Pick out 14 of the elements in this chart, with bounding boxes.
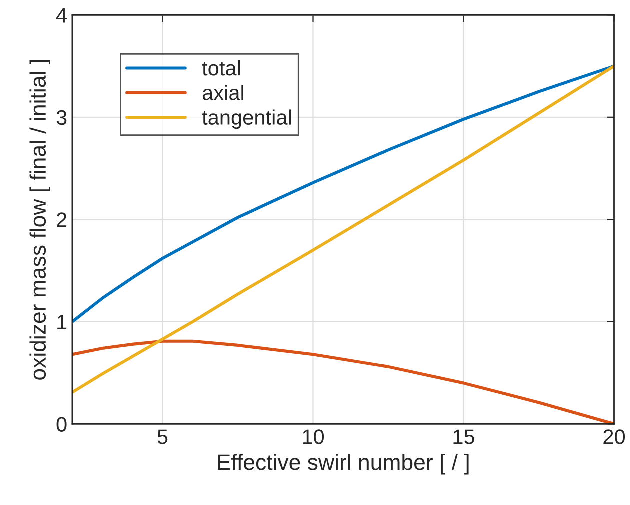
y-tick-label: 4 bbox=[56, 8, 67, 23]
x-tick-label: 15 bbox=[454, 430, 474, 444]
y-tick-label: 0 bbox=[56, 417, 67, 432]
y-tick-label: 1 bbox=[58, 315, 67, 330]
x-tick-label: 5 bbox=[158, 430, 168, 444]
x-tick-label: 20 bbox=[604, 430, 626, 444]
y-axis-title: oxidizer mass flow [ final / initial ] bbox=[30, 60, 50, 380]
y-tick-label: 3 bbox=[56, 110, 67, 126]
legend-label: total bbox=[202, 60, 240, 76]
x-tick-label: 10 bbox=[303, 430, 324, 444]
x-axis-title: Effective swirl number [ / ] bbox=[218, 454, 469, 475]
y-tick-label: 2 bbox=[57, 212, 67, 228]
legend-label: tangential bbox=[202, 110, 291, 130]
legend-label: axial bbox=[202, 85, 244, 100]
